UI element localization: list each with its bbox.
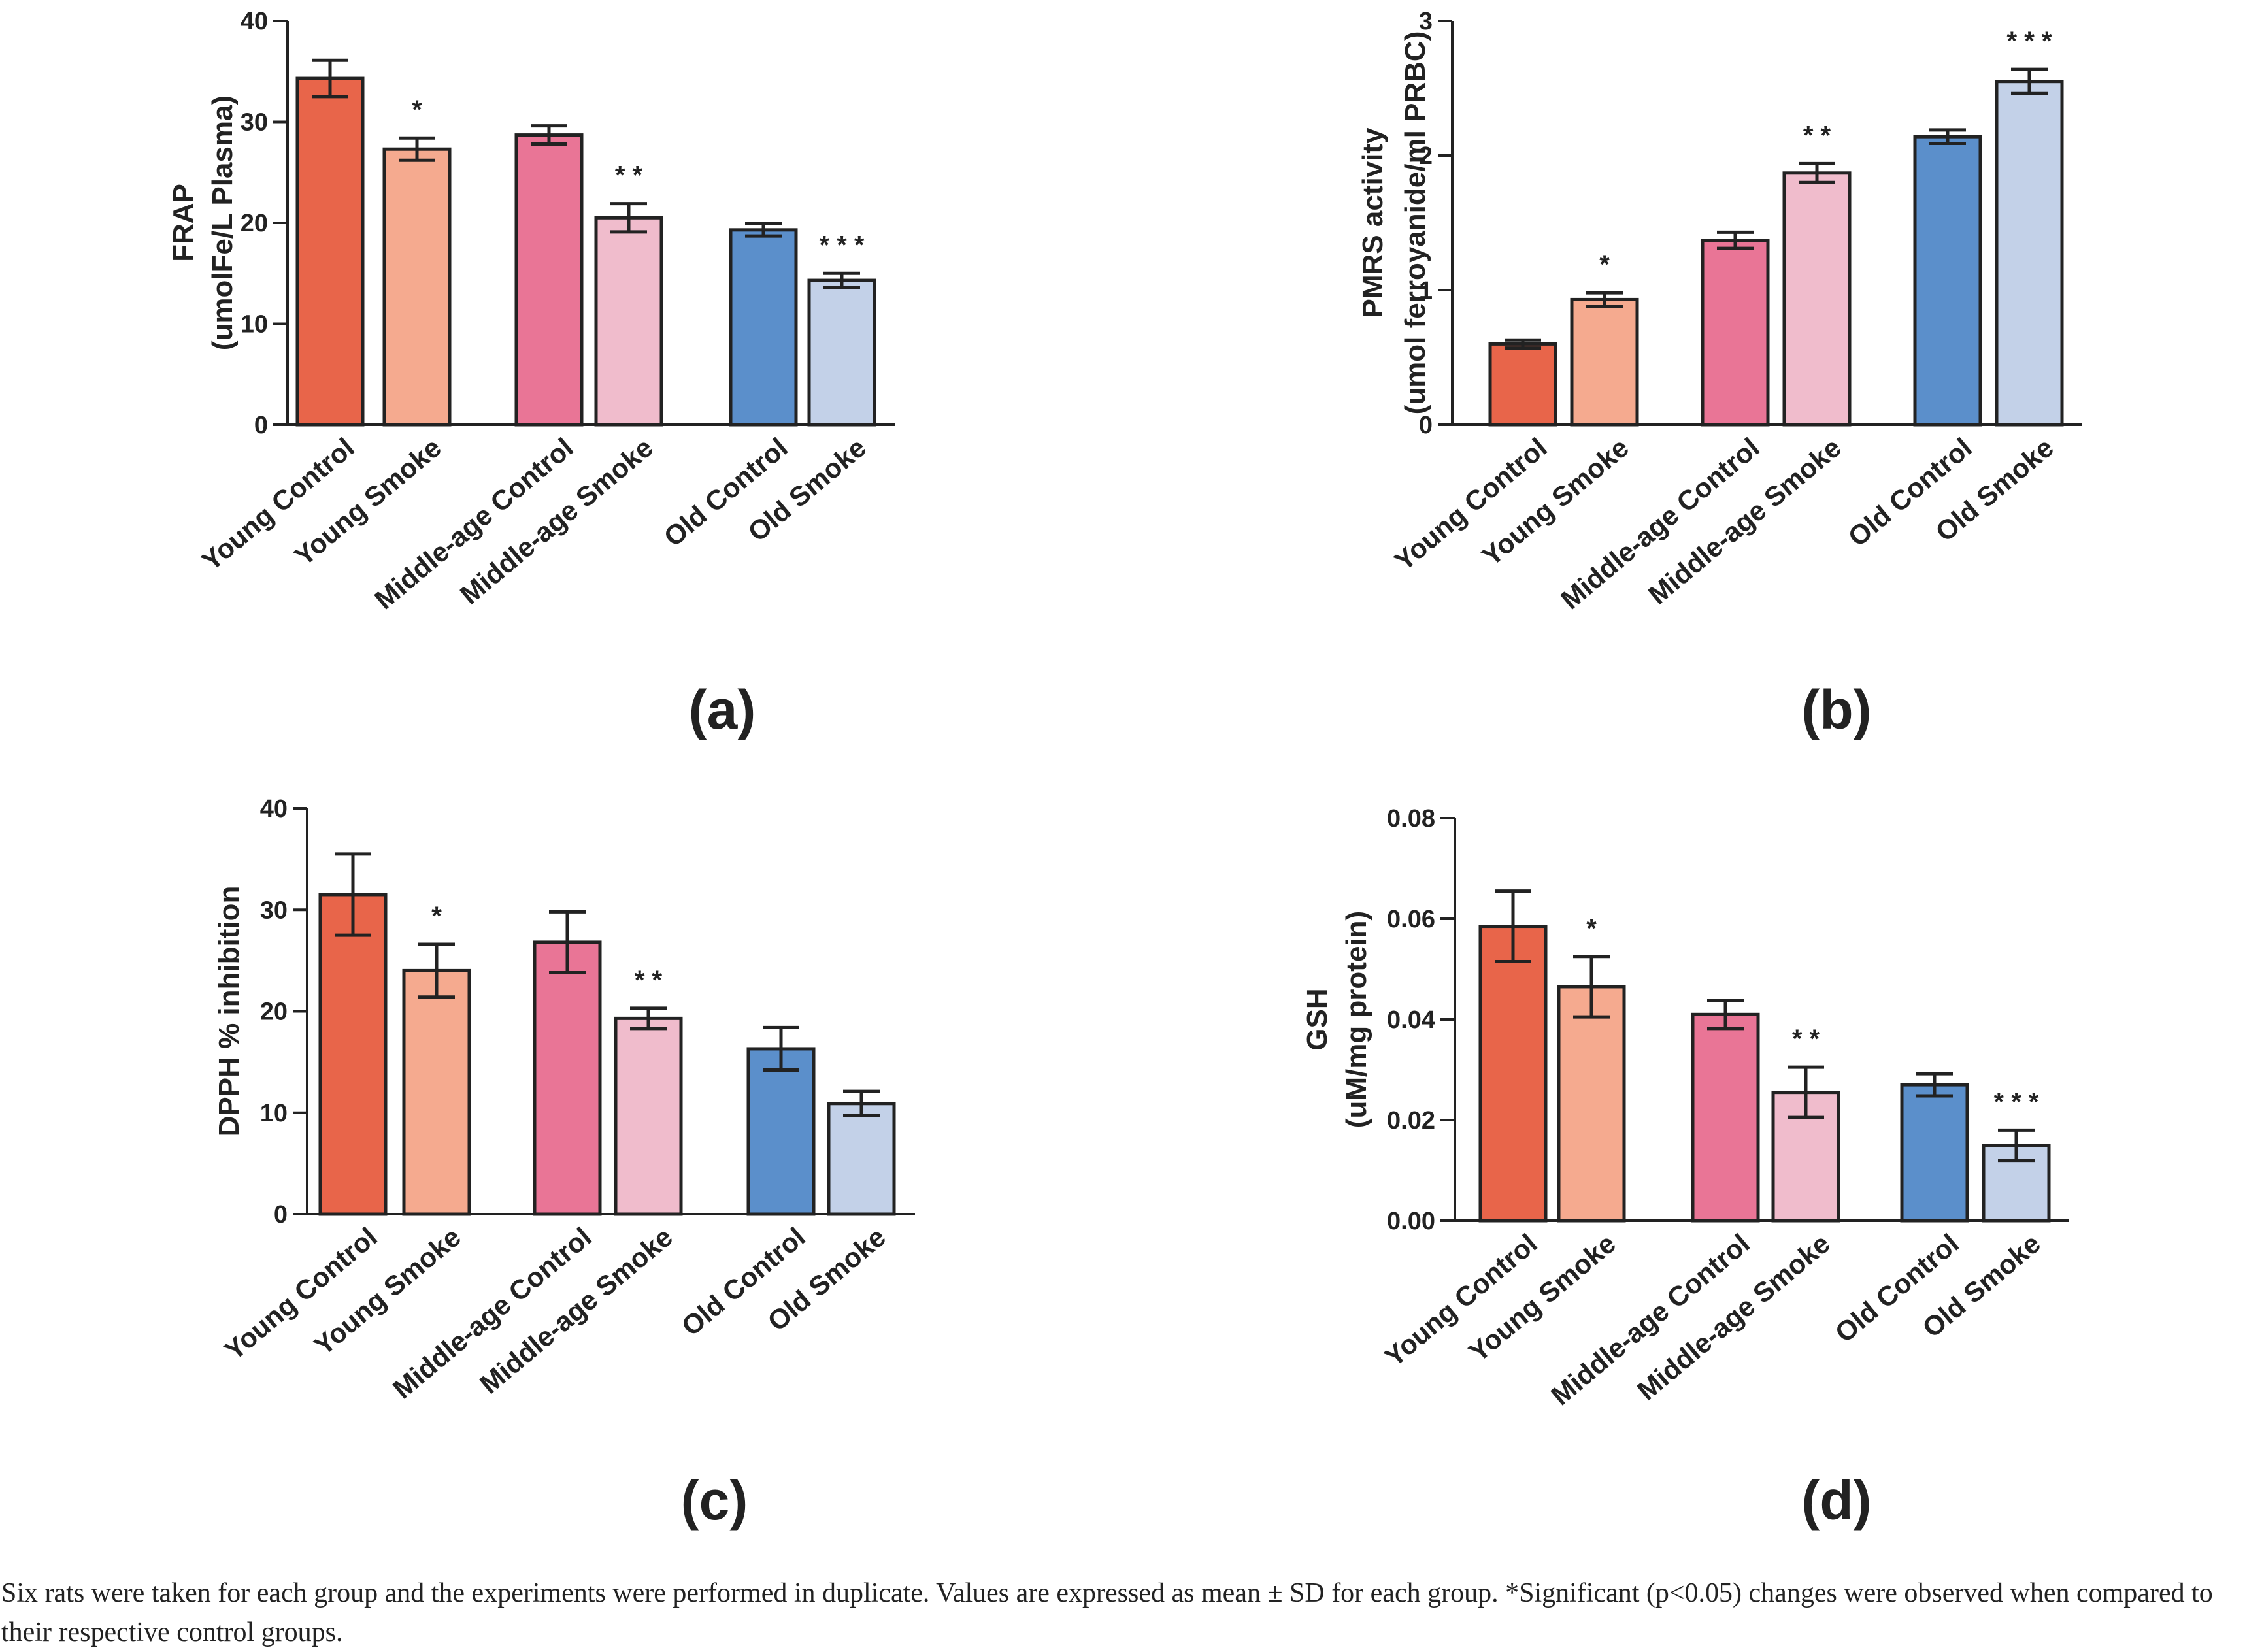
significance-marker: * * <box>615 161 643 190</box>
significance-marker: * <box>431 902 442 931</box>
y-tick-label: 1 <box>1419 277 1433 305</box>
bar <box>1900 1083 1969 1223</box>
bar <box>1557 985 1626 1223</box>
y-axis-label: (umol ferroyanide/ml PRBC) <box>1399 31 1431 415</box>
significance-marker: * * <box>1792 1025 1820 1053</box>
bar <box>729 228 798 427</box>
panel-label: (a) <box>689 679 756 740</box>
error-bar <box>745 222 782 238</box>
y-tick-label: 10 <box>260 1100 288 1127</box>
y-axis-label: (uM/mg protein) <box>1340 911 1372 1128</box>
y-tick-label: 0 <box>1419 412 1433 439</box>
y-tick-label: 30 <box>260 897 288 924</box>
category-label: Young Control <box>196 432 360 576</box>
error-bar <box>312 58 348 99</box>
chart-panel-a: 0 10 20 30 40 FRAP (umolFe/L Plasma) Young Cont… <box>167 8 895 740</box>
error-bar <box>763 1025 799 1072</box>
y-axis-label: PMRS activity <box>1357 127 1389 318</box>
error-bar <box>531 124 567 146</box>
error-bar <box>1707 999 1744 1031</box>
bar <box>1478 925 1548 1223</box>
error-bar <box>1799 161 1835 184</box>
chart-panel-b: 0 1 2 3 PMRS activity (umol ferroyanide/ml PR… <box>1357 8 2082 740</box>
bar <box>1691 1012 1760 1223</box>
significance-marker: * * <box>1803 121 1831 150</box>
bar <box>295 76 365 427</box>
y-tick-label: 0.04 <box>1387 1006 1435 1034</box>
bar <box>1782 171 1852 427</box>
error-bar <box>1998 1128 2035 1163</box>
significance-marker: * <box>1599 250 1610 279</box>
bar <box>402 968 471 1216</box>
y-tick-label: 0 <box>274 1201 288 1229</box>
y-tick-label: 10 <box>241 311 268 339</box>
significance-marker: * * * <box>820 231 865 259</box>
bar <box>594 216 663 427</box>
y-tick-label: 40 <box>241 8 268 35</box>
error-bar <box>823 271 860 289</box>
error-bar <box>1495 889 1531 963</box>
y-tick-label: 20 <box>260 999 288 1026</box>
error-bar <box>1916 1072 1953 1098</box>
y-tick-label: 30 <box>241 109 268 137</box>
y-tick-label: 20 <box>241 210 268 237</box>
y-tick-label: 0.06 <box>1387 906 1435 933</box>
error-bar <box>1788 1065 1824 1119</box>
bar <box>1995 80 2064 427</box>
panel-label: (b) <box>1801 679 1871 740</box>
error-bar <box>610 202 647 234</box>
y-axis-label: FRAP <box>167 184 199 262</box>
bar <box>318 893 388 1216</box>
y-tick-label: 0.02 <box>1387 1107 1435 1134</box>
bar <box>1488 342 1557 427</box>
error-bar <box>1586 291 1623 308</box>
figure-caption: Six rats were taken for each group and t… <box>1 1578 2213 1647</box>
significance-marker: * <box>1586 914 1597 943</box>
significance-marker: * * * <box>2007 27 2052 56</box>
error-bar <box>418 942 455 999</box>
bar <box>614 1016 683 1216</box>
y-axis-label: GSH <box>1301 988 1333 1050</box>
bar <box>827 1102 896 1216</box>
y-axis-label: DPPH % inhibition <box>213 886 245 1137</box>
panel-label: (c) <box>681 1470 748 1531</box>
bar <box>382 147 452 427</box>
y-tick-label: 0.00 <box>1387 1208 1435 1235</box>
error-bar <box>2011 67 2048 95</box>
panel-label: (d) <box>1801 1470 1871 1531</box>
y-axis-label: (umolFe/L Plasma) <box>207 95 239 350</box>
bar <box>807 278 876 427</box>
bar <box>514 133 584 427</box>
y-tick-label: 0.08 <box>1387 805 1435 833</box>
y-tick-label: 0 <box>254 412 268 439</box>
significance-marker: * * <box>635 966 663 995</box>
error-bar <box>335 852 371 937</box>
bar <box>1913 135 1982 427</box>
y-tick-label: 2 <box>1419 142 1433 170</box>
error-bar <box>630 1006 667 1031</box>
error-bar <box>1573 955 1610 1019</box>
bar <box>1701 239 1770 427</box>
y-tick-label: 40 <box>260 795 288 823</box>
category-label: Young Control <box>219 1221 383 1366</box>
error-bar <box>549 910 586 975</box>
significance-marker: * <box>412 95 422 124</box>
significance-marker: * * * <box>1994 1087 2039 1116</box>
error-bar <box>1929 128 1966 145</box>
bar <box>1570 297 1639 427</box>
chart-panel-c: 0 10 20 30 40 DPPH % inhibition Young Control *… <box>213 795 915 1531</box>
bar <box>533 940 602 1216</box>
error-bar <box>399 136 435 162</box>
error-bar <box>1505 338 1541 350</box>
error-bar <box>843 1089 880 1117</box>
error-bar <box>1717 230 1754 250</box>
bar <box>746 1047 816 1216</box>
y-tick-label: 3 <box>1419 8 1433 35</box>
